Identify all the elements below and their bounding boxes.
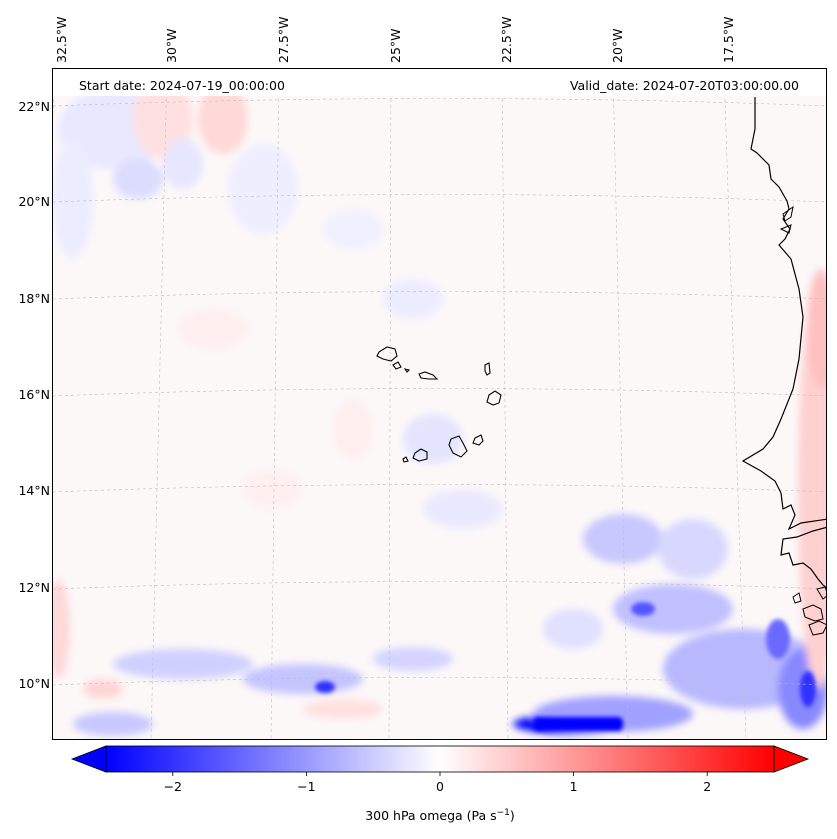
start-date: Start date: 2024-07-19_00:00:00 <box>79 78 285 93</box>
colorbar-ticks <box>172 772 708 776</box>
dakar-peninsula <box>779 205 794 234</box>
lat-label: 16°N <box>18 387 50 402</box>
colorbar-tick-label: −1 <box>297 779 316 794</box>
omega-field-strong <box>315 602 816 731</box>
lat-label: 14°N <box>18 483 50 498</box>
cape-verde-islands <box>376 346 502 463</box>
lon-label: 20°W <box>610 28 625 63</box>
colorbar-tick-label: 2 <box>703 779 712 794</box>
colorbar-label-close: ) <box>509 808 515 824</box>
lat-label: 12°N <box>18 580 50 595</box>
info-strip <box>53 69 826 96</box>
lon-label: 25°W <box>388 28 403 63</box>
lon-label: 32.5°W <box>54 16 69 63</box>
lon-label: 27.5°W <box>276 16 291 63</box>
map-panel: Start date: 2024-07-19_00:00:00 Valid_da… <box>52 68 827 740</box>
colorbar-label-unit-exponent: −1 <box>496 808 510 818</box>
lon-label: 30°W <box>164 28 179 63</box>
africa-coastline <box>741 97 826 531</box>
colorbar-gradient <box>105 745 775 773</box>
lon-label: 17.5°W <box>721 16 736 63</box>
lat-label: 18°N <box>18 291 50 306</box>
lon-label: 22.5°W <box>499 16 514 63</box>
gridlines <box>53 69 826 739</box>
colorbar-tick-label: 0 <box>436 779 444 794</box>
colorbar-arrow-max <box>773 745 810 773</box>
colorbar-label: 300 hPa omega (Pa s−1) <box>365 808 515 823</box>
lat-label: 20°N <box>18 194 50 209</box>
lat-label: 10°N <box>18 676 50 691</box>
colorbar-label-text: 300 hPa omega (Pa s <box>365 808 497 824</box>
africa-coastline-south <box>780 526 826 589</box>
colorbar-tick-label: 1 <box>569 779 578 794</box>
valid-date: Valid_date: 2024-07-20T03:00:00.00 <box>569 78 799 93</box>
lat-label: 22°N <box>18 99 50 114</box>
omega-field-map <box>53 69 826 739</box>
africa-islands-south <box>792 586 826 636</box>
colorbar-arrow-min <box>70 745 107 773</box>
colorbar-tick-label: −2 <box>163 779 183 794</box>
